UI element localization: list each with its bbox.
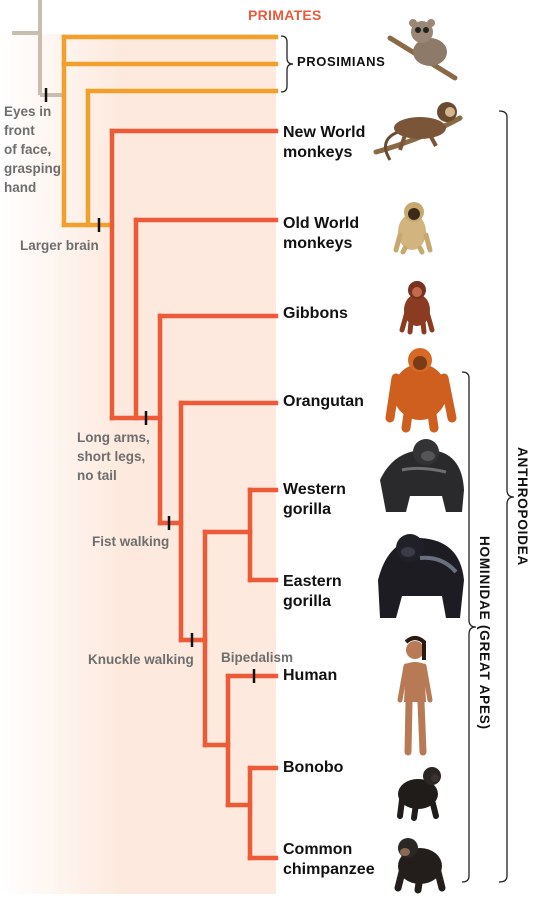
eastern-gorilla-icon	[378, 534, 464, 618]
taxon-common-chimpanzee: Common chimpanzee	[283, 841, 375, 878]
taxon-orangutan: Orangutan	[283, 393, 364, 410]
anthropoidea-bracket	[498, 110, 515, 883]
primates-heading: PRIMATES	[248, 7, 322, 23]
brackets	[280, 35, 515, 883]
trait-tick-marks	[44, 88, 256, 683]
taxon-gibbons: Gibbons	[283, 305, 348, 322]
prosimians-label: PROSIMIANS	[297, 54, 386, 69]
trait-bipedalism: Bipedalism	[221, 650, 294, 665]
trait-eyes-grasping: Eyes in front of face, grasping hand	[4, 104, 62, 195]
gibbon-icon	[399, 281, 435, 335]
trait-fist-walking: Fist walking	[92, 534, 170, 549]
anthropoid-branches	[109, 128, 279, 861]
trait-knuckle-walking: Knuckle walking	[88, 652, 194, 667]
taxon-western-gorilla: Western gorilla	[283, 481, 346, 518]
anthropoidea-label: ANTHROPOIDEA	[515, 447, 530, 567]
bonobo-icon	[397, 767, 441, 821]
old-world-monkey-icon	[393, 202, 433, 255]
trait-larger-brain: Larger brain	[20, 238, 99, 253]
western-gorilla-icon	[380, 439, 464, 512]
common-chimpanzee-icon	[394, 838, 446, 894]
trait-long-arms: Long arms, short legs, no tail	[77, 430, 150, 483]
hominidae-bracket	[461, 371, 477, 883]
human-icon	[397, 636, 433, 756]
prosimian-branches	[61, 34, 279, 228]
taxon-old-world-monkeys: Old World monkeys	[283, 215, 360, 252]
prosimians-bracket	[280, 35, 294, 93]
root-branches	[12, 0, 64, 97]
taxon-new-world-monkeys: New World monkeys	[283, 124, 366, 161]
taxon-bonobo: Bonobo	[283, 759, 344, 776]
hominidae-label: HOMINIDAE (GREAT APES)	[477, 536, 492, 730]
taxon-eastern-gorilla: Eastern gorilla	[283, 573, 342, 610]
new-world-monkey-icon	[373, 102, 463, 161]
taxon-human: Human	[283, 667, 338, 684]
orangutan-icon	[385, 348, 457, 433]
prosimian-lemur-icon	[387, 19, 458, 81]
